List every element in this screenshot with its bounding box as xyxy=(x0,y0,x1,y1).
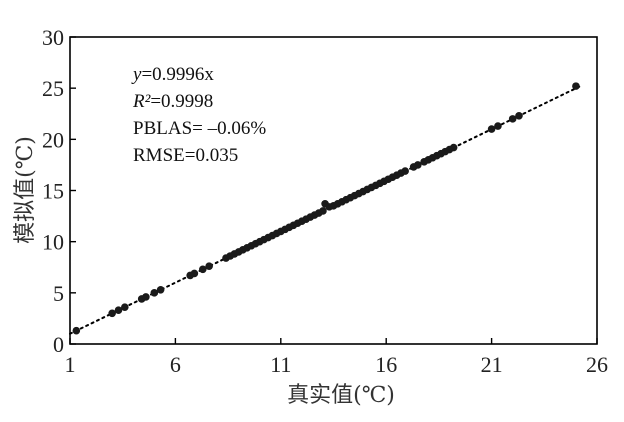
y-tick-label: 0 xyxy=(53,332,64,357)
data-point xyxy=(114,306,123,315)
y-tick-label: 20 xyxy=(42,127,64,152)
data-point xyxy=(72,326,81,335)
data-point xyxy=(156,285,165,294)
ticks-layer xyxy=(69,36,598,345)
data-point xyxy=(494,122,502,130)
y-axis-title: 模拟值(℃) xyxy=(13,136,38,244)
data-point xyxy=(572,82,580,90)
equation-text: y=0.9996x xyxy=(131,64,214,85)
x-tick-label: 11 xyxy=(270,352,291,377)
data-point xyxy=(319,207,327,215)
data-point xyxy=(401,167,409,175)
x-axis-title: 真实值(℃) xyxy=(287,383,395,408)
data-point xyxy=(515,111,523,120)
x-tick-label: 26 xyxy=(586,352,608,377)
r-squared-text: R²=0.9998 xyxy=(132,91,213,112)
points-layer xyxy=(72,82,580,335)
rmse-text: RMSE=0.035 xyxy=(133,145,238,166)
x-tick-label: 16 xyxy=(375,352,397,377)
y-tick-label: 15 xyxy=(42,179,64,204)
x-tick-label: 1 xyxy=(65,352,76,377)
y-tick-label: 10 xyxy=(42,230,64,255)
pblas-text: PBLAS= –0.06% xyxy=(133,118,266,139)
y-tick-label: 25 xyxy=(42,76,64,101)
x-tick-label: 6 xyxy=(170,352,181,377)
y-tick-label: 5 xyxy=(53,281,64,306)
x-tick-label: 21 xyxy=(481,352,503,377)
data-point xyxy=(121,303,129,311)
data-point xyxy=(199,265,207,274)
data-point xyxy=(487,125,496,133)
data-point xyxy=(150,289,159,297)
data-point xyxy=(205,262,213,271)
data-point xyxy=(142,293,150,301)
y-tick-label: 30 xyxy=(42,25,64,50)
data-point xyxy=(449,143,458,152)
data-point xyxy=(190,269,199,278)
data-point xyxy=(414,161,422,169)
data-point xyxy=(508,115,517,123)
data-point xyxy=(108,309,116,318)
